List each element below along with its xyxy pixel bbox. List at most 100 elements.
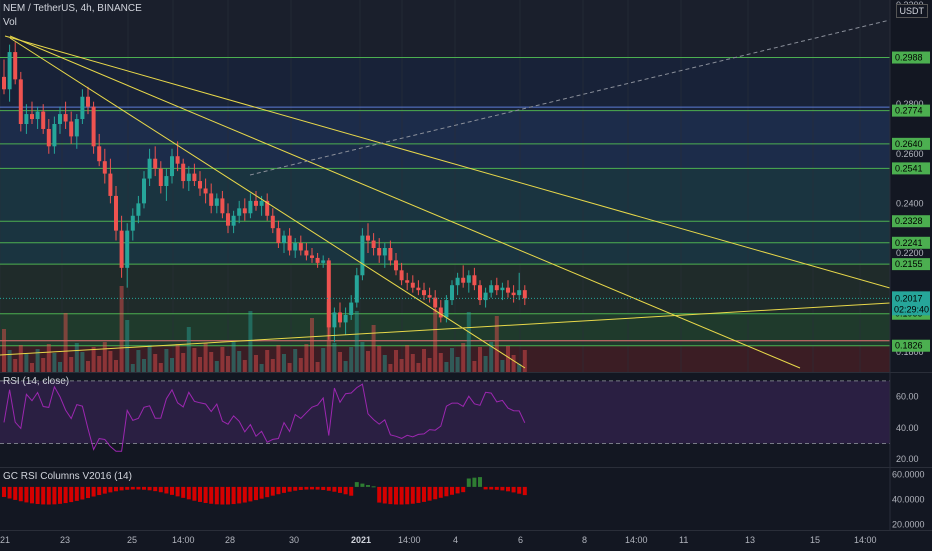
volume-label[interactable]: Vol bbox=[3, 17, 17, 28]
trend-line bbox=[9, 37, 526, 369]
candle-body bbox=[489, 285, 494, 293]
level-tag bbox=[892, 104, 930, 117]
time-label: 14:00 bbox=[398, 535, 421, 545]
price-tick: 0.2400 bbox=[896, 198, 924, 208]
candle-body bbox=[175, 156, 180, 164]
volume-bar bbox=[119, 286, 124, 372]
gc-column bbox=[175, 486, 180, 497]
volume-bar bbox=[472, 361, 477, 372]
candle-body bbox=[220, 198, 225, 214]
gc-column bbox=[427, 486, 432, 501]
candle-body bbox=[147, 158, 152, 179]
candle-body bbox=[86, 96, 90, 107]
volume-bar bbox=[69, 357, 74, 372]
volume-bar bbox=[304, 344, 309, 372]
volume-bar bbox=[410, 354, 415, 372]
gc-column bbox=[522, 486, 527, 496]
last-price-text: 0.2017 bbox=[895, 293, 923, 303]
time-axis[interactable]: 21 23 25 14:00 28 30 2021 14:00 4 6 8 14… bbox=[0, 530, 932, 551]
gc-column bbox=[478, 477, 482, 487]
candle-body bbox=[511, 292, 516, 296]
last-price-tag bbox=[892, 291, 930, 316]
gc-column bbox=[310, 486, 314, 490]
gc-column bbox=[125, 486, 130, 490]
volume-bar bbox=[231, 342, 236, 372]
gc-column bbox=[164, 486, 169, 494]
candle-body bbox=[46, 128, 51, 147]
candle-body bbox=[500, 287, 505, 291]
currency-button[interactable]: USDT bbox=[895, 4, 928, 18]
gc-column bbox=[472, 477, 477, 487]
gc-pane[interactable]: 60.0000 40.0000 20.0000 GC RSI Columns V20… bbox=[0, 467, 932, 531]
gc-column bbox=[97, 486, 102, 496]
gc-column bbox=[450, 486, 454, 495]
volume-bar bbox=[405, 345, 410, 372]
volume-bar bbox=[248, 311, 253, 372]
gc-label[interactable]: GC RSI Columns V2016 (14) bbox=[3, 471, 132, 482]
time-label: 25 bbox=[127, 535, 138, 545]
candle-body bbox=[282, 235, 286, 244]
volume-bar bbox=[366, 351, 370, 372]
candle-body bbox=[287, 235, 292, 251]
candle-body bbox=[371, 240, 376, 248]
gc-column bbox=[293, 486, 298, 491]
gc-column bbox=[136, 486, 141, 490]
gc-column bbox=[506, 486, 510, 492]
volume-bar bbox=[52, 353, 57, 372]
candle-body bbox=[130, 215, 135, 231]
gc-column bbox=[226, 486, 230, 505]
volume-bar bbox=[332, 343, 337, 372]
candle-body bbox=[237, 208, 242, 216]
candle-body bbox=[483, 292, 488, 301]
candle-body bbox=[410, 282, 415, 288]
volume-bar bbox=[158, 363, 163, 372]
gc-column bbox=[35, 486, 40, 505]
zone-band bbox=[0, 345, 890, 372]
price-pane[interactable]: 0.32000.28000.26000.24000.22000.18000.29… bbox=[0, 0, 932, 372]
volume-bar bbox=[416, 363, 421, 372]
rsi-tick: 40.00 bbox=[896, 423, 919, 433]
candle-body bbox=[158, 168, 163, 186]
volume-bar bbox=[461, 343, 466, 372]
symbol-title[interactable]: NEM / TetherUS, 4h, BINANCE bbox=[3, 3, 142, 14]
candle-body bbox=[427, 295, 432, 298]
time-label: 11 bbox=[679, 535, 689, 545]
gc-chart[interactable]: 60.0000 40.0000 20.0000 bbox=[0, 468, 932, 531]
price-chart[interactable]: 0.32000.28000.26000.24000.22000.18000.29… bbox=[0, 0, 932, 372]
gc-column bbox=[30, 486, 34, 504]
gc-column bbox=[220, 486, 225, 505]
candle-body bbox=[433, 297, 438, 308]
rsi-chart[interactable]: 60.00 40.00 20.00 bbox=[0, 373, 932, 467]
volume-bar bbox=[142, 359, 146, 372]
gc-column bbox=[466, 478, 471, 487]
gc-column bbox=[209, 486, 214, 504]
time-label: 21 bbox=[0, 535, 11, 545]
gc-column bbox=[52, 486, 57, 505]
rsi-pane[interactable]: 60.00 40.00 20.00 RSI (14, close) bbox=[0, 372, 932, 467]
gc-column bbox=[91, 486, 96, 497]
candle-body bbox=[231, 215, 236, 226]
volume-bar bbox=[371, 325, 376, 372]
gc-column bbox=[186, 486, 191, 500]
gc-column bbox=[158, 486, 163, 493]
volume-bar bbox=[7, 350, 12, 372]
gc-column bbox=[18, 486, 23, 502]
volume-bar bbox=[321, 348, 326, 372]
candle-body bbox=[276, 228, 281, 244]
volume-bar bbox=[500, 360, 505, 372]
candle-body bbox=[304, 250, 309, 256]
gc-column bbox=[438, 486, 443, 498]
volume-bar bbox=[293, 349, 298, 372]
volume-bar bbox=[164, 349, 169, 372]
volume-bar bbox=[382, 355, 387, 372]
rsi-label[interactable]: RSI (14, close) bbox=[3, 376, 70, 387]
candle-body bbox=[382, 248, 387, 256]
gc-column bbox=[298, 486, 303, 491]
time-label: 8 bbox=[582, 535, 588, 545]
candle-body bbox=[405, 280, 410, 283]
candle-body bbox=[293, 243, 298, 251]
candle-body bbox=[142, 178, 146, 204]
candle-body bbox=[69, 121, 74, 137]
volume-bar bbox=[478, 347, 482, 372]
gc-column bbox=[388, 486, 393, 505]
